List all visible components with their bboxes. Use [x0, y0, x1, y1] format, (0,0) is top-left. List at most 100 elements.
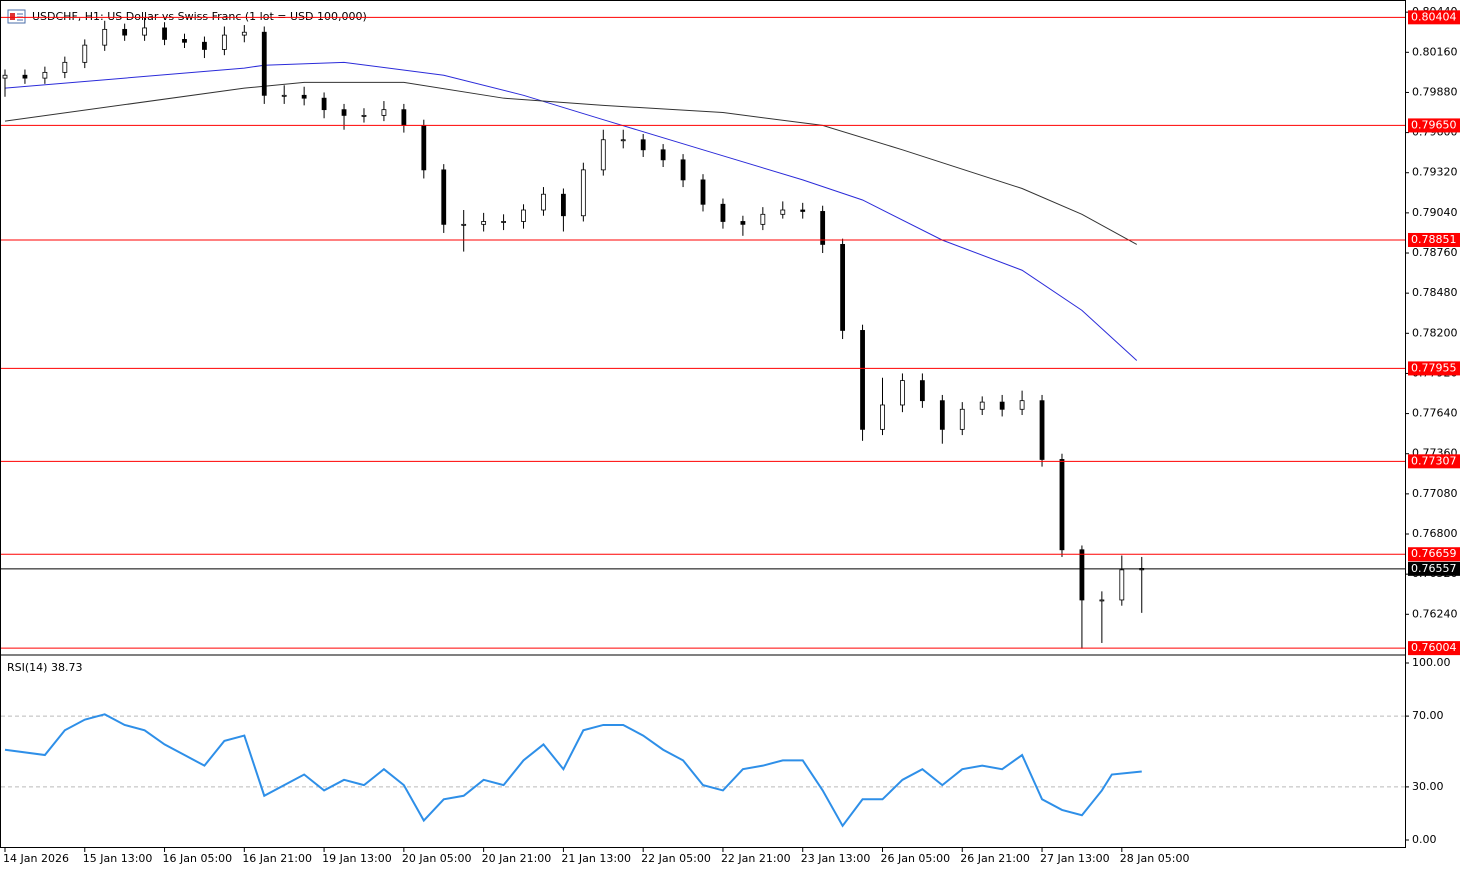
- candle-body: [840, 244, 846, 331]
- rsi-tick-label: 30.00: [1412, 780, 1444, 793]
- x-tick-label: 15 Jan 13:00: [83, 852, 153, 865]
- level-label: 0.79650: [1411, 118, 1457, 131]
- x-tick-label: 14 Jan 2026: [3, 852, 69, 865]
- candle-body: [1119, 569, 1125, 601]
- level-label: 0.78851: [1411, 233, 1457, 246]
- candle-body: [541, 193, 546, 211]
- x-tick-label: 16 Jan 05:00: [163, 852, 233, 865]
- candle-body: [42, 71, 48, 79]
- candle-body: [600, 139, 606, 171]
- level-tag: [1408, 454, 1460, 469]
- rsi-tick-label: 70.00: [1412, 709, 1444, 722]
- candle-body: [381, 109, 387, 116]
- x-tick-label: 26 Jan 05:00: [880, 852, 950, 865]
- candle-body: [939, 400, 945, 430]
- candle-body: [919, 380, 925, 402]
- candle-body: [441, 169, 447, 225]
- candle-body: [102, 28, 108, 46]
- rsi-line: [4, 713, 1142, 828]
- y-tick-label: 0.76240: [1412, 607, 1458, 620]
- level-tag: [1408, 118, 1460, 133]
- y-tick-label: 0.78760: [1412, 246, 1458, 259]
- candle-body: [959, 408, 965, 430]
- x-tick-label: 16 Jan 21:00: [242, 852, 312, 865]
- candle-body: [261, 31, 267, 96]
- candle-body: [421, 125, 427, 171]
- y-tick-label: 0.80160: [1412, 45, 1458, 58]
- y-tick-label: 0.79040: [1412, 206, 1458, 219]
- candle-body: [860, 330, 865, 430]
- level-tag: [1408, 561, 1460, 576]
- y-tick-label: 0.79880: [1412, 85, 1458, 98]
- candle-body: [321, 97, 327, 111]
- x-tick-label: 27 Jan 13:00: [1040, 852, 1110, 865]
- candle-body: [301, 94, 307, 99]
- candle-body: [640, 139, 646, 151]
- y-tick-label: 0.79320: [1412, 166, 1458, 179]
- candle-body: [620, 139, 626, 142]
- x-tick-label: 20 Jan 05:00: [402, 852, 472, 865]
- candle-body: [999, 401, 1005, 410]
- level-label: 0.77955: [1411, 361, 1457, 374]
- candle-body: [800, 209, 806, 212]
- candle-body: [221, 34, 227, 50]
- rsi-tick-label: 100.00: [1412, 656, 1451, 669]
- level-label: 0.80404: [1411, 10, 1457, 23]
- candle-body: [122, 28, 128, 36]
- y-tick-label: 0.77080: [1412, 487, 1458, 500]
- candle-body: [820, 211, 826, 245]
- candle-body: [401, 109, 407, 126]
- chart-title: USDCHF, H1: US Dollar vs Swiss Franc (1 …: [32, 10, 367, 23]
- x-tick-label: 21 Jan 13:00: [561, 852, 631, 865]
- moving-average: [4, 81, 1138, 245]
- candle-body: [580, 169, 586, 217]
- rsi-tick-label: 0.00: [1412, 833, 1437, 846]
- candle-body: [979, 401, 985, 410]
- candle-body: [162, 27, 167, 40]
- candle-body: [1099, 599, 1105, 602]
- candle-body: [1079, 549, 1085, 601]
- candle-body: [501, 221, 506, 223]
- candle-body: [880, 404, 885, 430]
- x-tick-label: 19 Jan 13:00: [322, 852, 392, 865]
- rsi-label: RSI(14) 38.73: [7, 661, 82, 674]
- y-tick-label: 0.77640: [1412, 407, 1458, 420]
- symbol-icon: [7, 9, 26, 24]
- y-tick-label: 0.78480: [1412, 286, 1458, 299]
- plot-frame: [0, 0, 1406, 848]
- candle-body: [361, 114, 367, 117]
- x-tick-label: 28 Jan 05:00: [1120, 852, 1190, 865]
- moving-average: [4, 61, 1138, 361]
- candle-body: [481, 221, 487, 225]
- candle-body: [62, 61, 68, 73]
- candle-body: [700, 179, 706, 205]
- level-tag: [1408, 641, 1460, 656]
- candle-body: [900, 380, 905, 406]
- candle-body: [2, 74, 8, 79]
- candle-body: [680, 159, 686, 181]
- candle-body: [1039, 400, 1045, 460]
- x-tick-label: 22 Jan 21:00: [721, 852, 791, 865]
- level-label: 0.76659: [1411, 547, 1457, 560]
- y-tick-label: 0.76800: [1412, 527, 1458, 540]
- x-tick-label: 22 Jan 05:00: [641, 852, 711, 865]
- candle-body: [1059, 459, 1065, 551]
- candle-body: [281, 94, 287, 97]
- candle-body: [740, 221, 746, 225]
- candle-body: [341, 109, 347, 116]
- level-tag: [1408, 232, 1460, 247]
- y-tick-label: 0.78200: [1412, 326, 1458, 339]
- x-tick-label: 26 Jan 21:00: [960, 852, 1030, 865]
- candle-body: [1019, 400, 1025, 410]
- candle-body: [241, 31, 247, 36]
- level-tag: [1408, 361, 1460, 376]
- level-label: 0.76557: [1411, 562, 1457, 575]
- candle-body: [142, 27, 148, 36]
- x-tick-label: 20 Jan 21:00: [482, 852, 552, 865]
- candle-body: [82, 44, 88, 63]
- candle-body: [202, 41, 207, 50]
- candle-body: [660, 149, 666, 161]
- candle-body: [780, 209, 786, 215]
- level-label: 0.76004: [1411, 641, 1457, 654]
